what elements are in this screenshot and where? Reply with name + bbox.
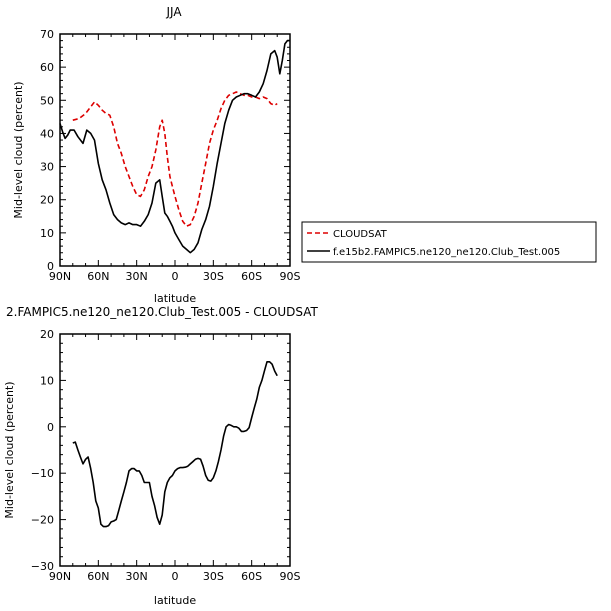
top-y-tick-label: 50 bbox=[40, 94, 54, 107]
top-y-tick-label: 10 bbox=[40, 227, 54, 240]
bottom-x-tick-label: 90S bbox=[280, 570, 301, 583]
top-axis-ticks: 90N 60N 30N 0 30S 60S 90S 0 10 20 30 40 50 60 70 bbox=[40, 28, 301, 283]
top-x-tick-label: 60N bbox=[87, 270, 109, 283]
top-x-tick-label: 90N bbox=[49, 270, 71, 283]
bottom-y-tick-label: 10 bbox=[40, 374, 54, 387]
top-chart-title: JJA bbox=[165, 5, 182, 19]
bottom-plot-frame bbox=[59, 333, 291, 567]
top-chart-panel: JJA 90N 60N 30N 0 30S 60S 90S 0 10 20 30 40 50 60 70 l… bbox=[12, 5, 301, 305]
chart-legend: CLOUDSAT f.e15b2.FAMPIC5.ne120_ne120.Clu… bbox=[301, 221, 597, 263]
top-series-line-0 bbox=[72, 91, 278, 227]
bottom-x-axis-label: latitude bbox=[154, 594, 196, 607]
top-x-tick-label: 90S bbox=[280, 270, 301, 283]
bottom-chart-title: 2.FAMPIC5.ne120_ne120.Club_Test.005 - CL… bbox=[6, 305, 318, 319]
bottom-x-tick-label: 30N bbox=[126, 570, 148, 583]
top-x-tick-label: 0 bbox=[172, 270, 179, 283]
top-y-tick-label: 60 bbox=[40, 61, 54, 74]
legend-label-cloudsat: CLOUDSAT bbox=[333, 229, 388, 240]
bottom-y-tick-label: −30 bbox=[31, 560, 54, 573]
top-series-line-1 bbox=[59, 39, 290, 254]
bottom-y-axis-label: Mid-level cloud (percent) bbox=[3, 381, 16, 518]
top-y-tick-label: 30 bbox=[40, 161, 54, 174]
bottom-x-tick-label: 60N bbox=[87, 570, 109, 583]
top-y-tick-label: 0 bbox=[47, 260, 54, 273]
legend-box bbox=[301, 221, 597, 263]
bottom-y-tick-label: −10 bbox=[31, 467, 54, 480]
bottom-y-tick-label: 20 bbox=[40, 328, 54, 341]
top-y-tick-label: 70 bbox=[40, 28, 54, 41]
top-y-tick-label: 40 bbox=[40, 127, 54, 140]
bottom-chart-panel: 2.FAMPIC5.ne120_ne120.Club_Test.005 - CL… bbox=[3, 305, 318, 607]
top-x-tick-label: 30S bbox=[203, 270, 224, 283]
bottom-y-tick-label: −20 bbox=[31, 514, 54, 527]
top-x-tick-label: 60S bbox=[241, 270, 262, 283]
bottom-x-tick-label: 60S bbox=[241, 570, 262, 583]
bottom-series-lines bbox=[72, 360, 278, 528]
bottom-y-tick-label: 0 bbox=[47, 421, 54, 434]
top-x-tick-label: 30N bbox=[126, 270, 148, 283]
bottom-x-tick-label: 0 bbox=[172, 570, 179, 583]
top-y-axis-label: Mid-level cloud (percent) bbox=[12, 81, 25, 218]
top-x-axis-label: latitude bbox=[154, 292, 196, 305]
top-y-tick-label: 20 bbox=[40, 194, 54, 207]
bottom-x-tick-label: 90N bbox=[49, 570, 71, 583]
top-series-lines bbox=[59, 39, 290, 254]
bottom-axis-ticks: 90N 60N 30N 0 30S 60S 90S −30 −20 −10 0 10 20 bbox=[31, 328, 301, 583]
bottom-series-line-0 bbox=[72, 360, 278, 528]
bottom-x-tick-label: 30S bbox=[203, 570, 224, 583]
legend-label-model: f.e15b2.FAMPIC5.ne120_ne120.Club_Test.00… bbox=[333, 247, 560, 258]
